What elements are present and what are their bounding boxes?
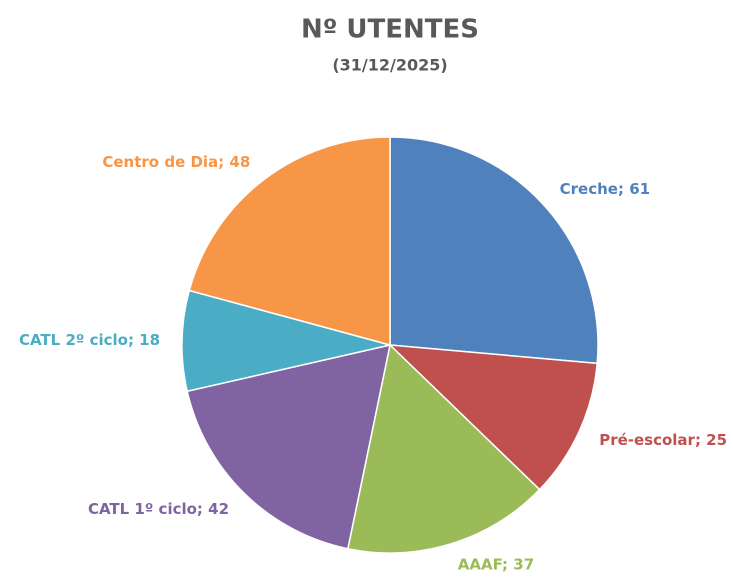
- data-label: CATL 1º ciclo; 42: [88, 500, 229, 518]
- chart-title: Nº UTENTES: [301, 15, 479, 45]
- data-label: Creche; 61: [560, 180, 650, 198]
- pie-slice: [389, 136, 599, 365]
- pie-slice: [346, 343, 541, 554]
- pie-slice: [188, 136, 391, 346]
- data-label: CATL 2º ciclo; 18: [19, 331, 160, 349]
- data-label: Centro de Dia; 48: [102, 153, 250, 171]
- pie-slice: [186, 344, 391, 550]
- chart-subtitle: (31/12/2025): [332, 56, 447, 75]
- pie-slice: [181, 289, 391, 393]
- data-label: AAAF; 37: [458, 555, 534, 573]
- data-label: Pré-escolar; 25: [599, 431, 727, 449]
- pie-slice: [387, 344, 599, 491]
